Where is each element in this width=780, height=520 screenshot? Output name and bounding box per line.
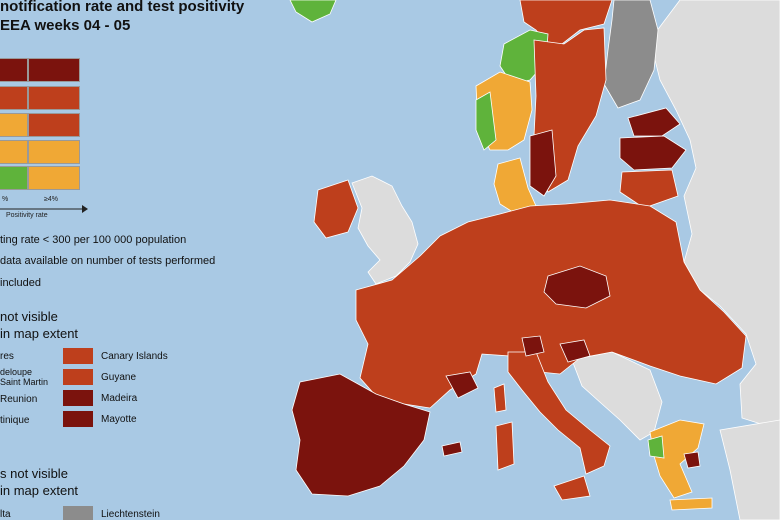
- swatch-guyane: [63, 369, 93, 385]
- balkans-land: [571, 351, 663, 441]
- legend-note-low-testing: ting rate < 300 per 100 000 population: [0, 234, 187, 246]
- legend-cell-r2c1: [0, 86, 28, 110]
- legend-cell-r1c1: [0, 58, 28, 82]
- corsica: [493, 383, 507, 413]
- axis-tick-right: ≥4%: [44, 196, 58, 203]
- region-reunion: Reunion: [0, 394, 38, 405]
- sardinia: [495, 421, 515, 471]
- legend-cell-r3c1: [0, 113, 28, 137]
- iberia: [291, 373, 431, 497]
- axis-title: Positivity rate: [6, 212, 48, 219]
- turkey-land: [719, 419, 780, 520]
- not-visible-heading-3: s not visible: [0, 466, 68, 481]
- norway-west: [475, 91, 497, 151]
- finland: [603, 0, 659, 109]
- iceland: [289, 0, 337, 23]
- map-title-line1: notification rate and test positivity: [0, 0, 245, 15]
- legend-note-no-data: data available on number of tests perfor…: [0, 255, 216, 267]
- swatch-mayotte: [63, 411, 93, 427]
- axis-tick-left: %: [2, 196, 9, 203]
- region-mayotte: Mayotte: [101, 414, 137, 425]
- greece-west: [647, 435, 665, 459]
- positivity-axis-arrow: [0, 205, 88, 213]
- latvia: [619, 135, 687, 171]
- north-italy-region: [521, 335, 545, 357]
- legend-cell-r3c2: [28, 113, 80, 137]
- not-visible-heading-4: in map extent: [0, 483, 79, 498]
- uk-land: [351, 175, 419, 285]
- region-saint-martin: Saint Martin: [0, 377, 49, 387]
- sicily: [553, 475, 591, 501]
- swatch-liechtenstein: [63, 506, 93, 520]
- italy: [507, 351, 611, 475]
- swatch-madeira: [63, 390, 93, 406]
- legend-cell-r1c2: [28, 58, 80, 82]
- region-acores: res: [0, 351, 14, 362]
- region-guyane: Guyane: [101, 372, 137, 383]
- region-guadeloupe: deloupe: [0, 367, 33, 377]
- not-visible-heading-1: not visible: [0, 309, 58, 324]
- lithuania: [619, 169, 679, 209]
- greece: [649, 419, 705, 499]
- attica: [683, 451, 701, 469]
- not-visible-heading-2: in map extent: [0, 326, 79, 341]
- crete: [669, 497, 713, 511]
- region-malta: lta: [0, 509, 11, 520]
- region-canary-islands: Canary Islands: [101, 351, 168, 362]
- swatch-canary: [63, 348, 93, 364]
- map-title-line2: EEA weeks 04 - 05: [0, 17, 131, 34]
- legend-cell-r5c1: [0, 166, 28, 190]
- czechia: [543, 265, 611, 309]
- central-europe: [355, 199, 747, 409]
- ireland: [313, 179, 359, 239]
- legend-cell-r4c1: [0, 140, 28, 164]
- legend-cell-r5c2: [28, 166, 80, 190]
- estonia: [627, 107, 681, 137]
- region-liechtenstein: Liechtenstein: [101, 509, 160, 520]
- legend-cell-r4c2: [28, 140, 80, 164]
- slovenia-region: [559, 339, 591, 363]
- balearic-islands: [441, 441, 463, 457]
- region-madeira: Madeira: [101, 393, 138, 404]
- region-martinique: tinique: [0, 415, 30, 426]
- legend-cell-r2c2: [28, 86, 80, 110]
- sweden-south: [529, 129, 557, 197]
- legend-note-not-included: included: [0, 277, 41, 289]
- southern-france-region: [445, 371, 479, 399]
